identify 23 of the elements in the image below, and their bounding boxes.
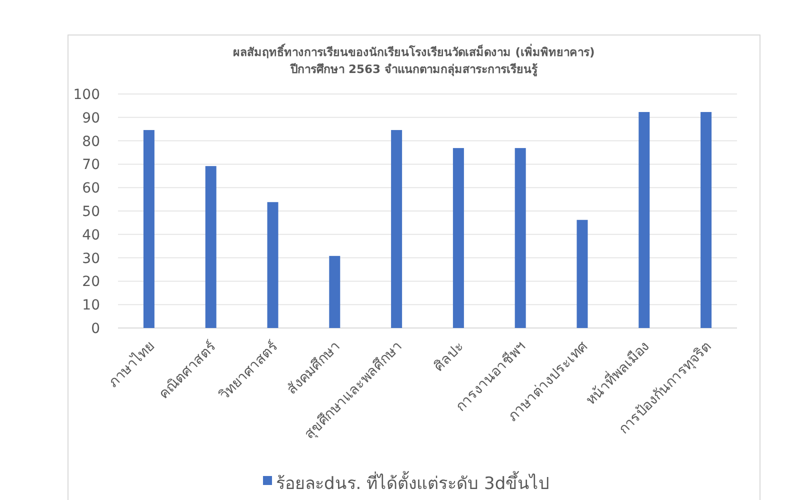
y-tick-label: 80 — [82, 134, 100, 150]
y-tick-label: 10 — [82, 298, 100, 314]
bar — [391, 130, 402, 328]
y-tick-label: 90 — [82, 110, 100, 126]
y-tick-label: 40 — [82, 227, 100, 244]
bar — [700, 112, 712, 328]
legend-label: ร้อยละdนร. ที่ได้ตั้งแต่ระดับ 3dขึ้นไป — [276, 471, 550, 494]
bar — [143, 130, 154, 328]
bar — [205, 166, 216, 328]
y-tick-label: 0 — [91, 321, 100, 337]
chart-title: ผลสัมฤทธิ์ทางการเรียนของนักเรียนโรงเรียนวัดเสม็ดงาม (เพิ่มพิทยาคาร) ปีการศึกษา 2563 จำแนกตามกลุ่มสาระการเรียนรู้ — [233, 43, 595, 77]
bar — [267, 202, 278, 328]
y-tick-label: 100 — [73, 87, 100, 103]
y-tick-label: 30 — [82, 250, 100, 267]
bar — [576, 220, 588, 328]
bar — [452, 148, 464, 328]
bar — [329, 256, 340, 328]
bar — [638, 112, 650, 328]
y-tick-label: 70 — [82, 157, 100, 174]
bar — [514, 148, 526, 328]
y-tick-label: 20 — [82, 274, 100, 290]
y-tick-label: 50 — [82, 204, 100, 220]
y-tick-label: 60 — [82, 180, 100, 197]
